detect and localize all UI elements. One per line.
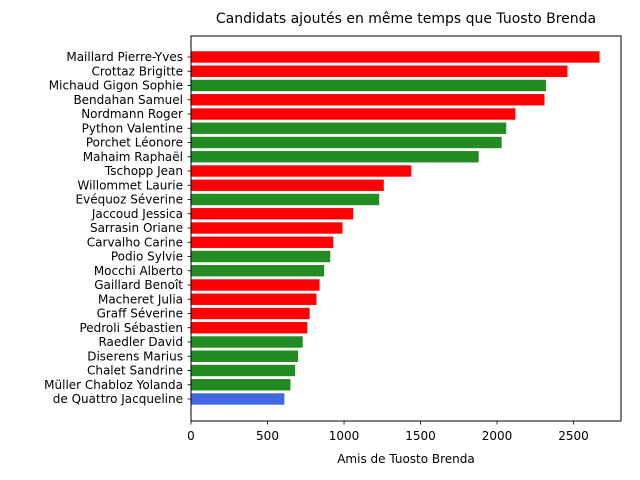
x-tick-label: 1500 — [405, 429, 436, 443]
bar — [191, 79, 547, 92]
x-axis-label: Amis de Tuosto Brenda — [337, 452, 475, 466]
bar — [191, 151, 479, 163]
y-tick-label: de Quattro Jacqueline — [53, 392, 183, 406]
x-tick-label: 2500 — [558, 429, 589, 443]
bar — [191, 279, 320, 291]
y-tick-label: Müller Chabloz Yolanda — [44, 378, 183, 392]
bar — [191, 208, 354, 220]
y-tick-label: Willommet Laurie — [77, 178, 183, 192]
bar — [191, 94, 545, 106]
x-tick-label: 0 — [187, 429, 195, 443]
bars-group — [191, 51, 600, 405]
y-tick-label: Chalet Sandrine — [87, 364, 183, 378]
y-tick-label: Sarrasin Oriane — [90, 221, 183, 235]
bar — [191, 236, 334, 248]
y-tick-label: Bendahan Samuel — [73, 93, 183, 107]
bar — [191, 307, 310, 320]
bar — [191, 122, 507, 134]
bar — [191, 136, 502, 149]
bar — [191, 379, 291, 391]
y-tick-label: Tschopp Jean — [104, 164, 183, 178]
bar — [191, 250, 331, 263]
y-tick-label: Pedroli Sébastien — [79, 321, 183, 335]
y-tick-label: Nordmann Roger — [81, 107, 183, 121]
y-tick-label: Crottaz Brigitte — [91, 64, 183, 78]
y-tick-label: Maillard Pierre-Yves — [66, 50, 183, 64]
bar — [191, 364, 296, 377]
y-tick-label: Raedler David — [98, 335, 183, 349]
y-tick-label: Graff Séverine — [97, 307, 183, 321]
y-tick-label: Podio Sylvie — [111, 250, 183, 264]
y-tick-label: Mahaim Raphaël — [83, 150, 183, 164]
bar — [191, 350, 299, 362]
y-tick-label: Evéquoz Séverine — [76, 193, 183, 207]
bar — [191, 293, 317, 305]
bar — [191, 108, 516, 120]
x-tick-label: 500 — [256, 429, 279, 443]
bar — [191, 179, 384, 191]
bar — [191, 65, 568, 77]
x-tick-label: 1000 — [329, 429, 360, 443]
bar — [191, 322, 308, 334]
y-tick-label: Gaillard Benoît — [94, 278, 183, 292]
y-tick-label: Michaud Gigon Sophie — [49, 79, 183, 93]
y-tick-label: Carvalho Carine — [87, 235, 183, 249]
bar — [191, 222, 343, 234]
y-tick-label: Diserens Marius — [87, 349, 183, 363]
bar — [191, 193, 380, 206]
bar — [191, 51, 600, 63]
x-tick-label: 2000 — [482, 429, 513, 443]
y-tick-label: Porchet Léonore — [86, 136, 183, 150]
y-tick-label: Python Valentine — [82, 121, 183, 135]
plot-frame — [190, 35, 622, 422]
bar — [191, 165, 412, 177]
bar — [191, 265, 325, 277]
bar — [191, 336, 303, 348]
y-tick-label: Jaccoud Jessica — [91, 207, 183, 221]
y-tick-label: Macheret Julia — [98, 292, 183, 306]
chart-title: Candidats ajoutés en même temps que Tuos… — [216, 11, 596, 27]
bar — [191, 393, 285, 405]
y-tick-label: Mocchi Alberto — [94, 264, 183, 278]
x-axis-ticks: 0 500 1000 1500 2000 2500 — [187, 421, 589, 443]
